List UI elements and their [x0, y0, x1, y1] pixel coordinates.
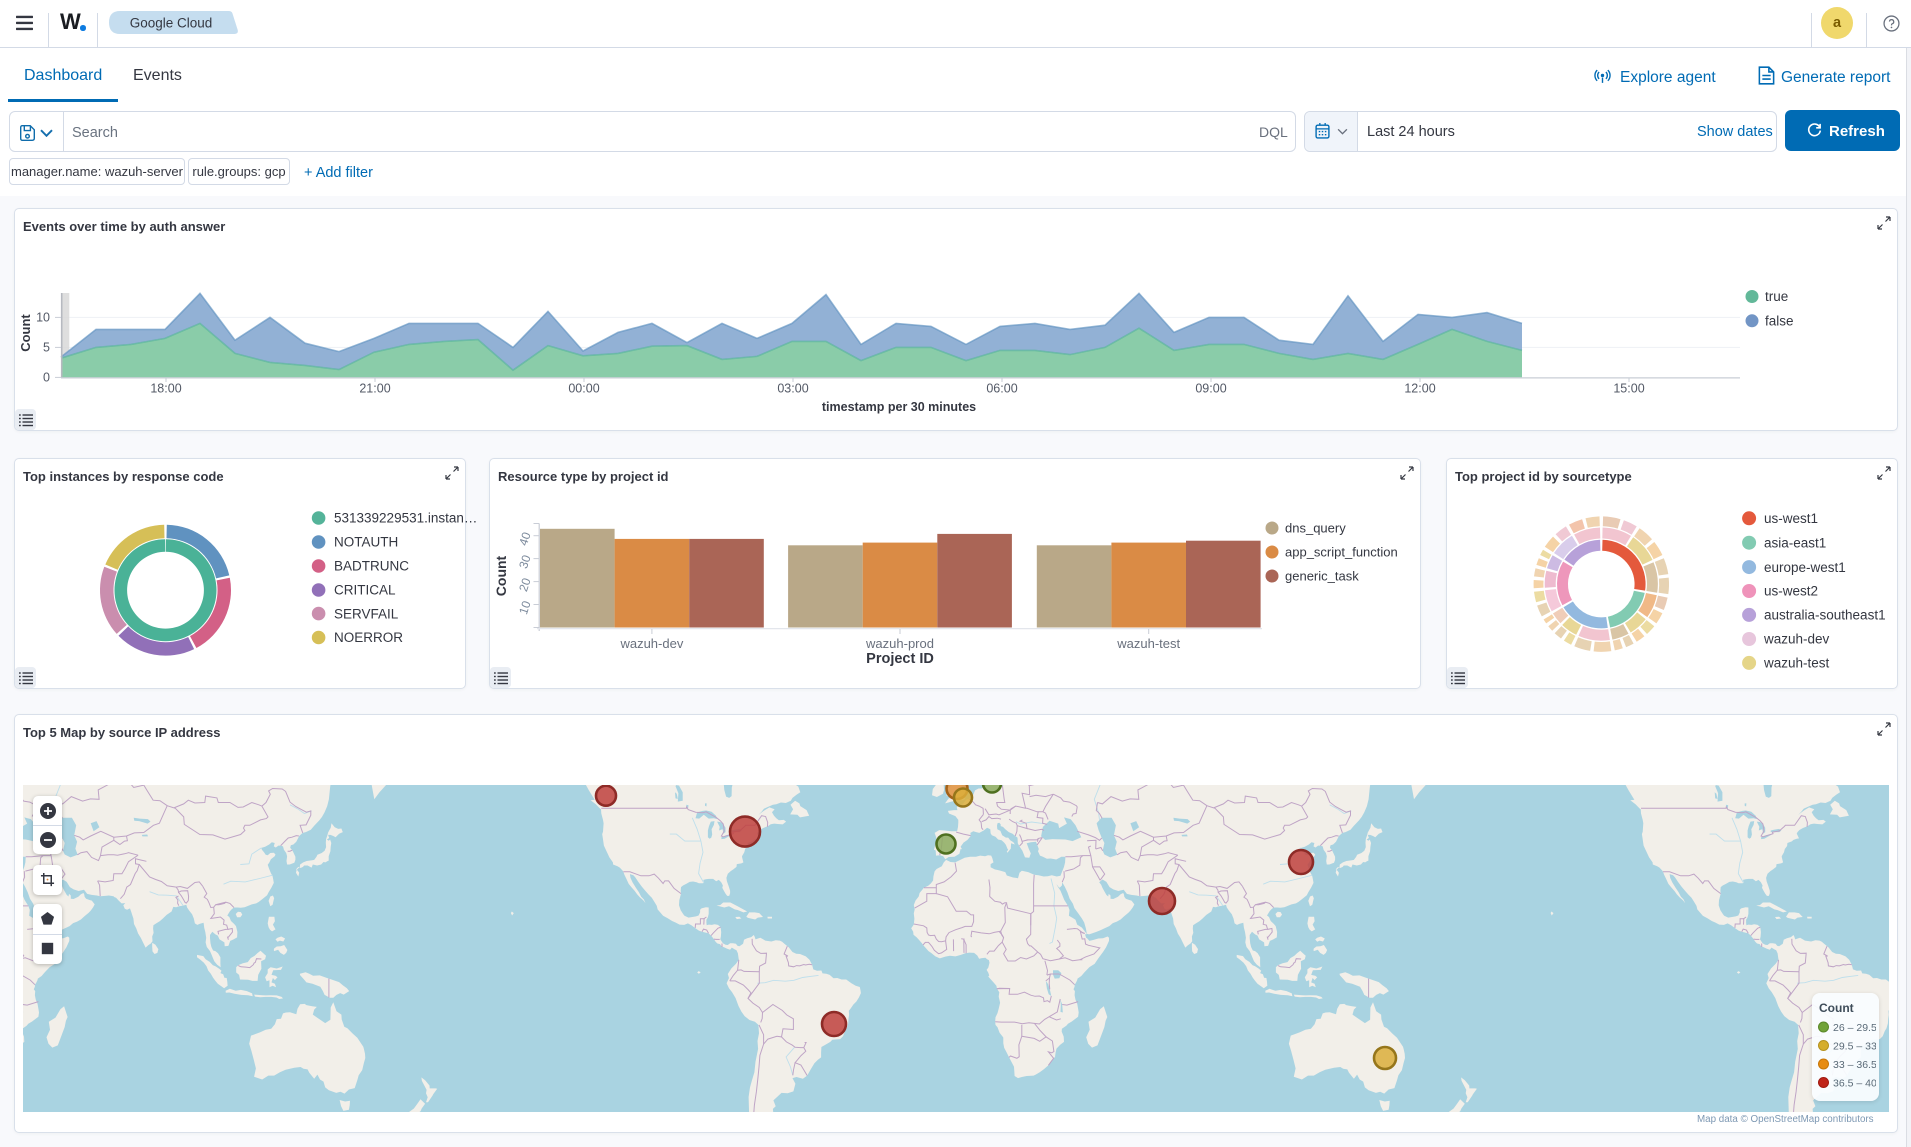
svg-text:wazuh-prod: wazuh-prod	[865, 636, 934, 651]
svg-text:21:00: 21:00	[359, 382, 390, 396]
svg-text:SERVFAIL: SERVFAIL	[334, 606, 399, 621]
svg-text:12:00: 12:00	[1404, 382, 1435, 396]
svg-text:false: false	[1765, 313, 1794, 328]
svg-text:Google Cloud: Google Cloud	[130, 16, 213, 31]
svg-text:wazuh-test: wazuh-test	[1763, 656, 1830, 671]
svg-text:app_script_function: app_script_function	[1285, 545, 1398, 560]
svg-text:40: 40	[516, 530, 534, 547]
svg-text:00:00: 00:00	[568, 382, 599, 396]
svg-text:true: true	[1765, 289, 1788, 304]
svg-text:09:00: 09:00	[1195, 382, 1226, 396]
svg-text:30: 30	[516, 553, 534, 570]
svg-text:20: 20	[516, 576, 534, 593]
svg-text:dns_query: dns_query	[1285, 521, 1346, 536]
svg-text:531339229531.instan…: 531339229531.instan…	[334, 511, 477, 526]
svg-text:10: 10	[516, 599, 534, 616]
svg-text:33 – 36.5: 33 – 36.5	[1833, 1059, 1876, 1071]
svg-text:15:00: 15:00	[1613, 382, 1644, 396]
svg-text:wazuh-test: wazuh-test	[1116, 636, 1180, 651]
svg-text:timestamp per 30 minutes: timestamp per 30 minutes	[822, 400, 976, 414]
svg-text:CRITICAL: CRITICAL	[334, 583, 396, 598]
svg-text:europe-west1: europe-west1	[1764, 560, 1846, 575]
svg-text:BADTRUNC: BADTRUNC	[334, 559, 409, 574]
svg-text:wazuh-dev: wazuh-dev	[619, 636, 683, 651]
svg-text:10: 10	[36, 310, 50, 324]
svg-text:generic_task: generic_task	[1285, 569, 1359, 584]
svg-text:us-west1: us-west1	[1764, 511, 1818, 526]
svg-text:us-west2: us-west2	[1764, 584, 1818, 599]
svg-text:06:00: 06:00	[986, 382, 1017, 396]
svg-text:5: 5	[43, 340, 50, 354]
svg-text:asia-east1: asia-east1	[1764, 535, 1826, 550]
svg-text:29.5 – 33: 29.5 – 33	[1833, 1041, 1876, 1053]
svg-text:wazuh-dev: wazuh-dev	[1763, 632, 1830, 647]
svg-text:Count: Count	[493, 555, 509, 596]
svg-text:NOTAUTH: NOTAUTH	[334, 535, 398, 550]
svg-text:Project ID: Project ID	[866, 651, 934, 667]
svg-text:Count: Count	[18, 314, 33, 352]
svg-text:36.5 – 40: 36.5 – 40	[1833, 1078, 1876, 1090]
svg-text:NOERROR: NOERROR	[334, 630, 403, 645]
svg-text:03:00: 03:00	[777, 382, 808, 396]
svg-text:0: 0	[43, 370, 50, 384]
svg-text:26 – 29.5: 26 – 29.5	[1833, 1022, 1876, 1034]
svg-text:18:00: 18:00	[150, 382, 181, 396]
svg-text:australia-southeast1: australia-southeast1	[1764, 608, 1886, 623]
